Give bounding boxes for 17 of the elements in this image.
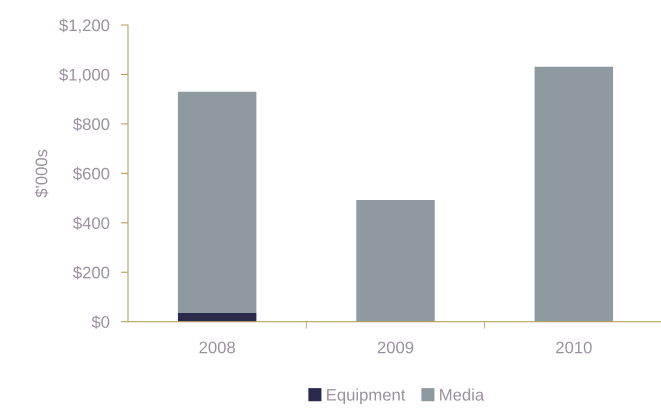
bar bbox=[356, 200, 435, 322]
x-tick-label: 2009 bbox=[378, 342, 414, 354]
y-tick-label: $0 bbox=[92, 315, 110, 329]
y-tick-label: $200 bbox=[73, 266, 110, 280]
bar bbox=[178, 92, 256, 314]
y-axis-title: $'000s bbox=[34, 150, 48, 198]
y-tick-label: $600 bbox=[73, 167, 110, 181]
y-tick-label: $1,200 bbox=[59, 18, 110, 34]
bar bbox=[534, 66, 614, 322]
bar bbox=[178, 313, 256, 322]
y-tick-label: $1,000 bbox=[59, 68, 110, 83]
y-tick-label: $800 bbox=[73, 118, 110, 132]
legend-label: Media bbox=[440, 388, 484, 401]
legend-label: Equipment bbox=[327, 388, 406, 404]
x-tick-label: 2010 bbox=[556, 342, 592, 354]
x-tick-label: 2008 bbox=[199, 342, 235, 354]
y-tick-label: $400 bbox=[73, 216, 110, 230]
